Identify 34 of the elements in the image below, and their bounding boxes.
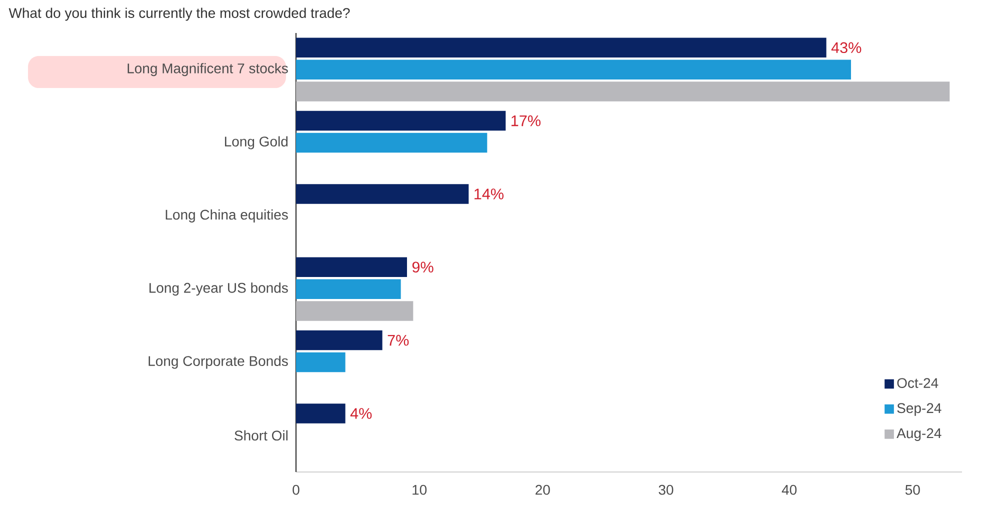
x-tick-label: 10 <box>412 484 427 495</box>
x-tick-label: 50 <box>905 484 920 495</box>
bar <box>296 404 346 424</box>
y-tick-label: Long Corporate Bonds <box>148 356 288 369</box>
legend-label: Aug-24 <box>896 428 942 441</box>
bar <box>296 301 414 321</box>
y-tick-label: Short Oil <box>234 430 288 441</box>
x-tick-label: 30 <box>658 484 674 495</box>
y-tick-label: Long Magnificent 7 stocks <box>128 63 288 76</box>
bar <box>296 110 506 131</box>
y-tick-label: Long Gold <box>224 136 288 150</box>
bar <box>296 184 469 204</box>
y-tick-label: Long China equities <box>166 209 288 222</box>
bar <box>296 330 382 350</box>
bar <box>296 38 826 58</box>
y-tick-label: Long 2-year US bonds <box>150 282 288 296</box>
text: What do you think is currently the most crowded trade? <box>8 8 350 21</box>
data-label: 17% <box>512 115 541 126</box>
data-label: 9% <box>412 262 434 273</box>
legend-label: Sep-24 <box>897 403 942 416</box>
x-tick-label: 20 <box>536 484 550 495</box>
data-label: 14% <box>474 188 504 200</box>
bar <box>296 132 488 153</box>
bar <box>296 82 950 102</box>
legend-label: Oct-24 <box>897 378 938 388</box>
bar <box>296 352 346 372</box>
x-tick-label: 0 <box>292 484 300 495</box>
bar <box>296 60 851 80</box>
data-label: 7% <box>388 334 409 346</box>
bar <box>296 257 407 278</box>
x-tick-label: 40 <box>782 484 797 495</box>
data-label: 4% <box>350 408 372 419</box>
data-label: 43% <box>831 42 862 54</box>
bar <box>296 279 401 299</box>
